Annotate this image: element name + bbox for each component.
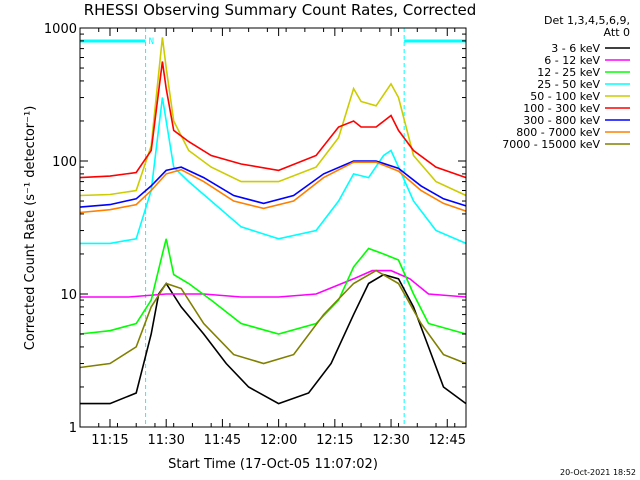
- legend-entry-label: 12 - 25 keV: [537, 66, 600, 79]
- legend-header-2: Att 0: [604, 26, 630, 39]
- x-tick-label: 12:15: [316, 433, 353, 448]
- series-line: [79, 160, 467, 208]
- x-tick-label: 11:15: [91, 433, 128, 448]
- plot-frame: [79, 27, 467, 428]
- legend-entry-label: 300 - 800 keV: [523, 114, 600, 127]
- y-tick-label: 1: [69, 421, 77, 436]
- series-line: [80, 97, 467, 245]
- y-tick-label: 10: [60, 288, 77, 303]
- series-line: [79, 238, 467, 335]
- x-axis-label: Start Time (17-Oct-05 11:07:02): [168, 457, 378, 472]
- legend-entry-label: 7000 - 15000 keV: [502, 138, 600, 151]
- y-tick-label: 1000: [44, 22, 77, 37]
- x-tick-label: 12:45: [429, 433, 466, 448]
- series-line: [79, 161, 467, 214]
- legend-header-1: Det 1,3,4,5,6,9,: [544, 14, 630, 27]
- x-tick-label: 12:30: [372, 433, 409, 448]
- legend-entry-label: 100 - 300 keV: [523, 102, 600, 115]
- legend-entry-label: 800 - 7000 keV: [516, 126, 600, 139]
- series-line: [80, 269, 467, 298]
- night-intervals: N: [79, 28, 467, 427]
- series-line: [80, 273, 467, 405]
- series-line: [79, 37, 467, 197]
- night-label: N: [149, 37, 154, 47]
- timestamp: 20-Oct-2021 18:52: [560, 468, 636, 477]
- y-axis-label: Corrected Count Rate (s⁻¹ detector⁻¹): [23, 106, 38, 351]
- x-tick-label: 12:00: [260, 433, 297, 448]
- x-tick-label: 11:30: [147, 433, 184, 448]
- axis-ticks: 11:15 11:30 11:45 12:00 12:15 12:30 12:45 1 10 10…: [44, 22, 466, 448]
- y-tick-label: 100: [52, 155, 77, 170]
- chart-title: RHESSI Observing Summary Count Rates, Co…: [84, 1, 477, 19]
- series-line: [79, 61, 467, 179]
- legend-entry-label: 25 - 50 keV: [537, 78, 600, 91]
- legend-entry-label: 6 - 12 keV: [544, 54, 600, 67]
- x-tick-label: 11:45: [204, 433, 241, 448]
- legend-entry-label: 3 - 6 keV: [551, 42, 600, 55]
- series-line: [79, 269, 467, 369]
- legend-entry-label: 50 - 100 keV: [530, 90, 600, 103]
- series-layer: [79, 37, 467, 405]
